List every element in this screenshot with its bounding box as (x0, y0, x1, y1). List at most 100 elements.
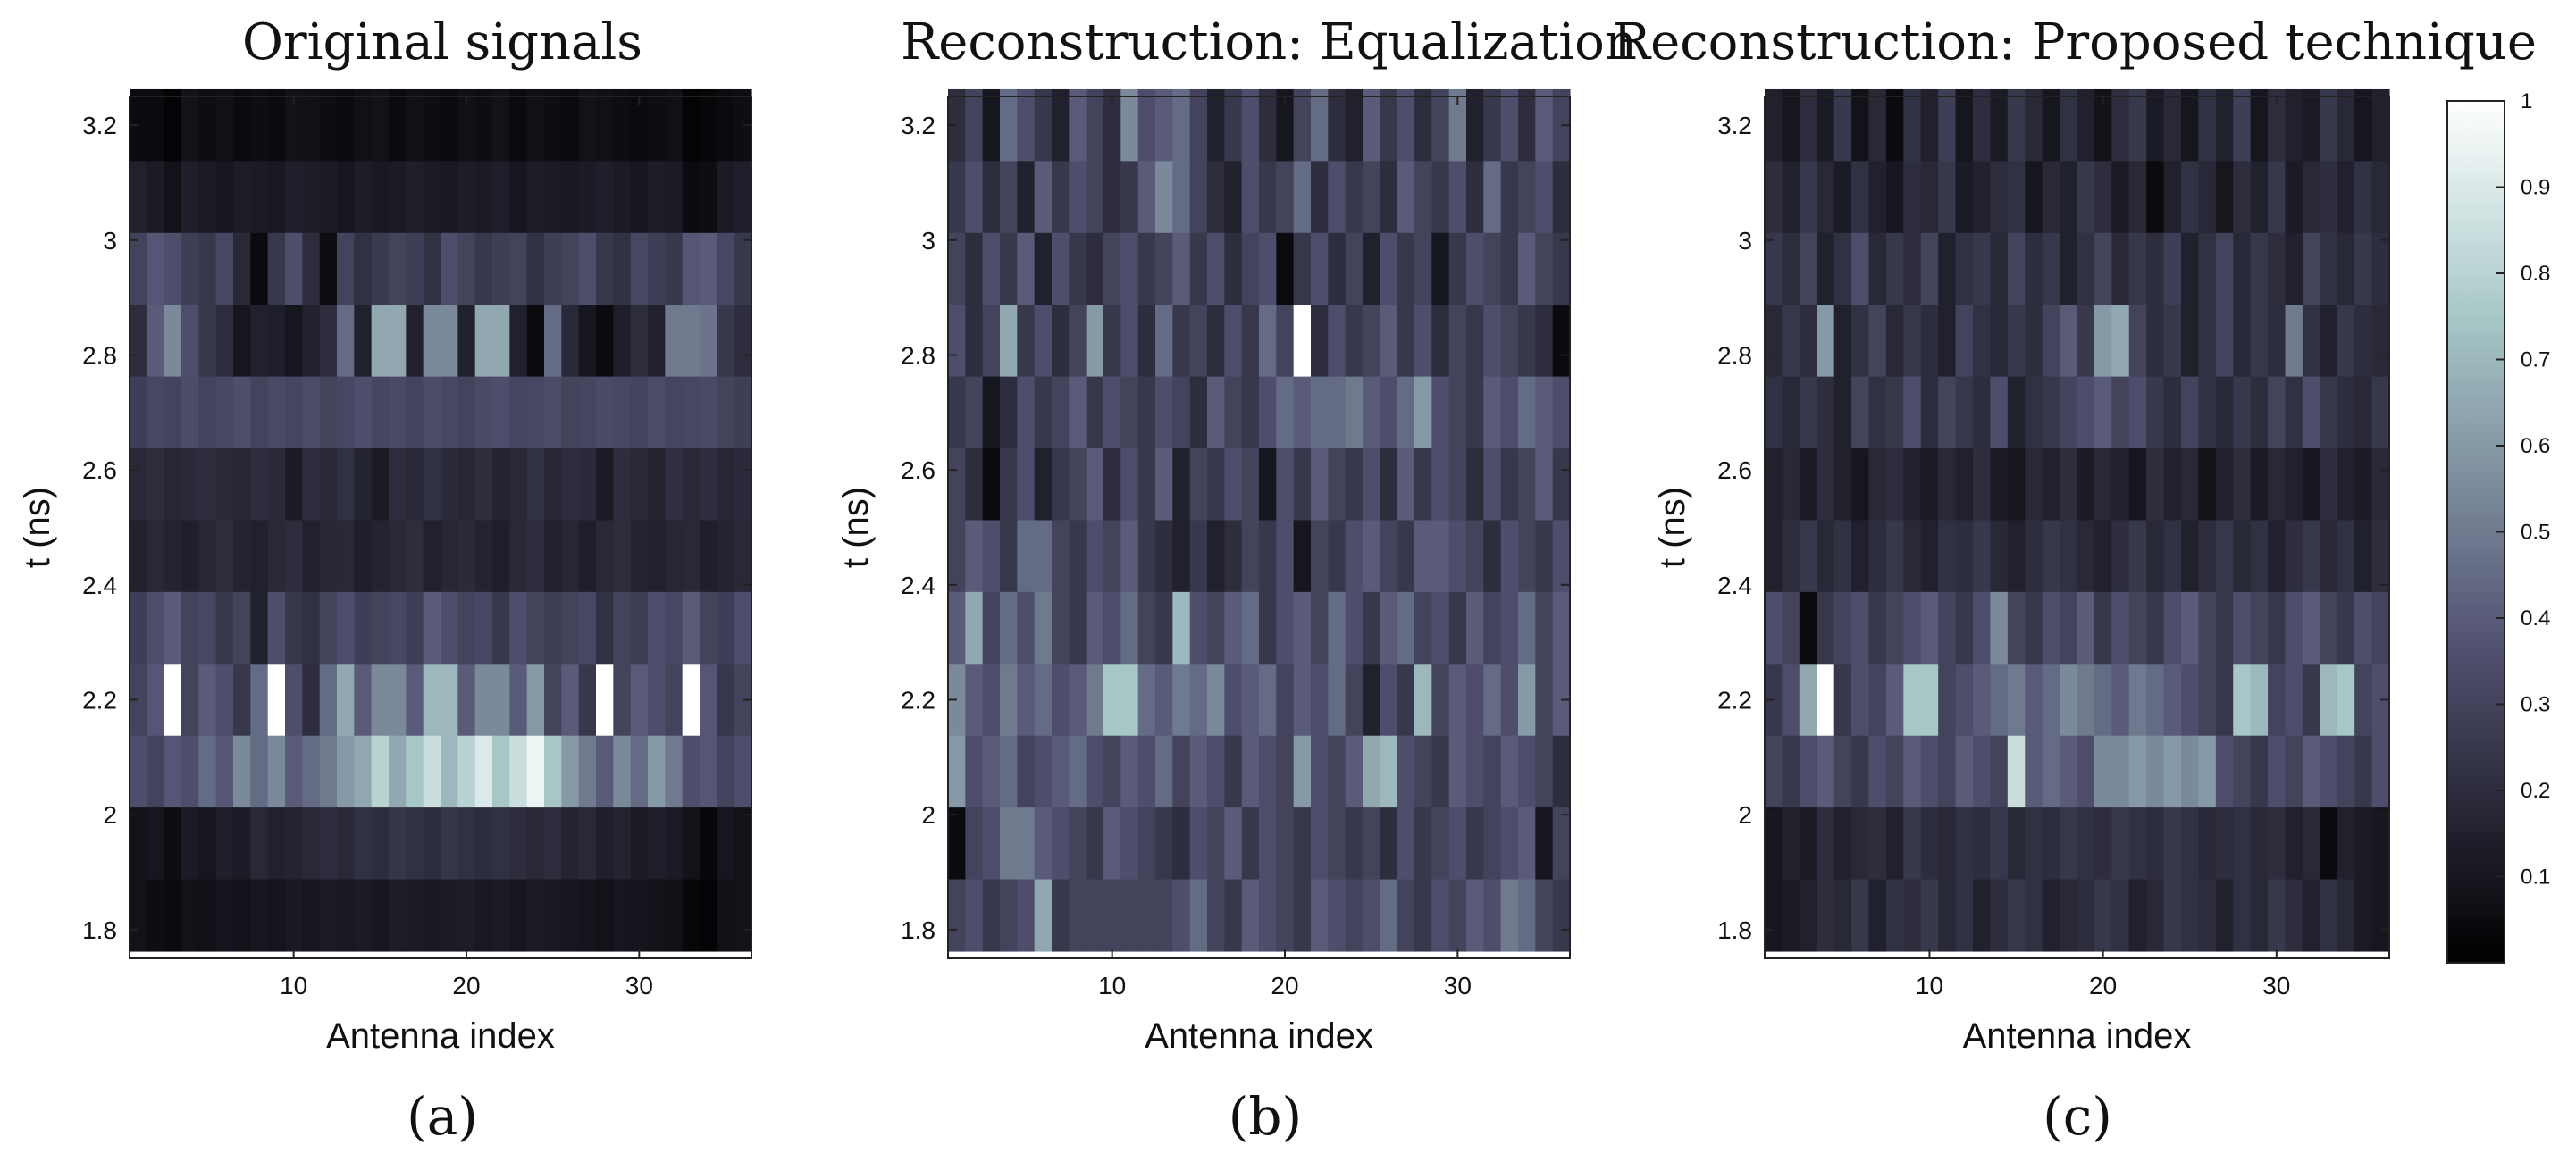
heatmap-cell (1155, 448, 1173, 522)
heatmap-cell (1276, 664, 1295, 737)
heatmap-cell (1431, 448, 1450, 522)
heatmap-cell (1955, 305, 1974, 378)
heatmap-cell (965, 305, 984, 378)
heatmap-cell (2042, 735, 2060, 808)
y-tick-label: 2 (103, 801, 117, 829)
heatmap-cell (700, 879, 717, 952)
heatmap-cell (1363, 376, 1380, 449)
heatmap-cell (2302, 232, 2320, 305)
heatmap-cell (1155, 591, 1173, 665)
heatmap-cell (1052, 376, 1070, 449)
heatmap-cell (1414, 88, 1432, 162)
heatmap-cell (215, 664, 234, 737)
heatmap-cell (2215, 879, 2234, 952)
heatmap-cell (561, 161, 580, 234)
heatmap-cell (1069, 664, 1087, 737)
heatmap-cell (1189, 520, 1208, 593)
heatmap-cell (1259, 807, 1277, 881)
heatmap-cell (2354, 88, 2373, 162)
heatmap-cell (371, 664, 390, 737)
heatmap-cell (1207, 520, 1225, 593)
heatmap-cell (1782, 376, 1800, 449)
heatmap-cell (2077, 232, 2095, 305)
heatmap-cell (665, 161, 684, 234)
heatmap-cell (406, 305, 424, 378)
heatmap-cell (544, 735, 562, 808)
heatmap-cell (1241, 376, 1260, 449)
heatmap-cell (1363, 664, 1380, 737)
heatmap-cell (1782, 232, 1800, 305)
heatmap-cell (596, 664, 614, 737)
heatmap-cell (717, 879, 735, 952)
heatmap-cell (630, 376, 649, 449)
heatmap-cell (2146, 735, 2165, 808)
heatmap-cell (1817, 305, 1835, 378)
heatmap-cell (1293, 807, 1312, 881)
heatmap-cell (181, 879, 199, 952)
heatmap-cell (1938, 88, 1957, 162)
heatmap-cell (1552, 376, 1571, 449)
y-tick-label: 3.2 (901, 112, 936, 139)
heatmap-cell (1224, 520, 1243, 593)
heatmap-cell (1017, 879, 1036, 952)
heatmap-cell (1189, 161, 1208, 234)
heatmap-cell (198, 161, 217, 234)
heatmap-cell (1052, 879, 1070, 952)
heatmap-cell (734, 591, 752, 665)
heatmap-cell (1885, 232, 1904, 305)
heatmap-cell (371, 305, 390, 378)
heatmap-cell (2302, 448, 2320, 522)
heatmap-cell (1938, 161, 1957, 234)
heatmap-cell (1380, 807, 1398, 881)
heatmap-cell (2250, 807, 2269, 881)
heatmap-cell (630, 232, 649, 305)
heatmap-cell (181, 305, 199, 378)
heatmap-cell (561, 88, 580, 162)
heatmap-cell (1311, 520, 1329, 593)
plot-frame (1764, 96, 2390, 959)
heatmap-cell (164, 520, 182, 593)
heatmap-cell (630, 807, 649, 881)
heatmap-cell (1518, 735, 1536, 808)
heatmap-cell (1397, 591, 1415, 665)
heatmap-cell (665, 232, 684, 305)
heatmap-cell (2163, 591, 2182, 665)
heatmap-cell (2094, 376, 2112, 449)
heatmap-cell (2285, 376, 2303, 449)
heatmap-cell (1380, 161, 1398, 234)
heatmap-cell (1552, 807, 1571, 881)
heatmap-cell (1973, 161, 1992, 234)
heatmap-cell (648, 88, 666, 162)
heatmap-cell (215, 376, 234, 449)
heatmap-cell (2268, 879, 2287, 952)
heatmap-cell (1765, 807, 1783, 881)
heatmap-cell (1259, 448, 1277, 522)
heatmap-cell (596, 735, 614, 808)
heatmap-cell (1086, 807, 1104, 881)
heatmap-cell (1137, 591, 1156, 665)
y-tick-label: 2 (921, 801, 936, 829)
heatmap-cell (250, 664, 269, 737)
heatmap-cell (1000, 735, 1018, 808)
heatmap-cell (2320, 448, 2338, 522)
heatmap-cell (2146, 807, 2165, 881)
heatmap-cell (337, 879, 355, 952)
heatmap-cell (2163, 88, 2182, 162)
heatmap-cell (302, 879, 321, 952)
heatmap-cell (2268, 448, 2287, 522)
heatmap-cell (1973, 88, 1992, 162)
heatmap-cell (1990, 879, 2009, 952)
heatmap-cell (2268, 305, 2287, 378)
heatmap-cell (1765, 879, 1783, 952)
heatmap-cell (2354, 161, 2373, 234)
heatmap-cell (2007, 161, 2026, 234)
heatmap-cell (198, 664, 217, 737)
heatmap-cell (578, 879, 597, 952)
heatmap-cell (1990, 735, 2009, 808)
heatmap-cell (1903, 161, 1922, 234)
heatmap-cell (181, 520, 199, 593)
heatmap-cell (1955, 591, 1974, 665)
heatmap-cell (1345, 520, 1364, 593)
heatmap-cell (1207, 591, 1225, 665)
heatmap-cell (2007, 305, 2026, 378)
